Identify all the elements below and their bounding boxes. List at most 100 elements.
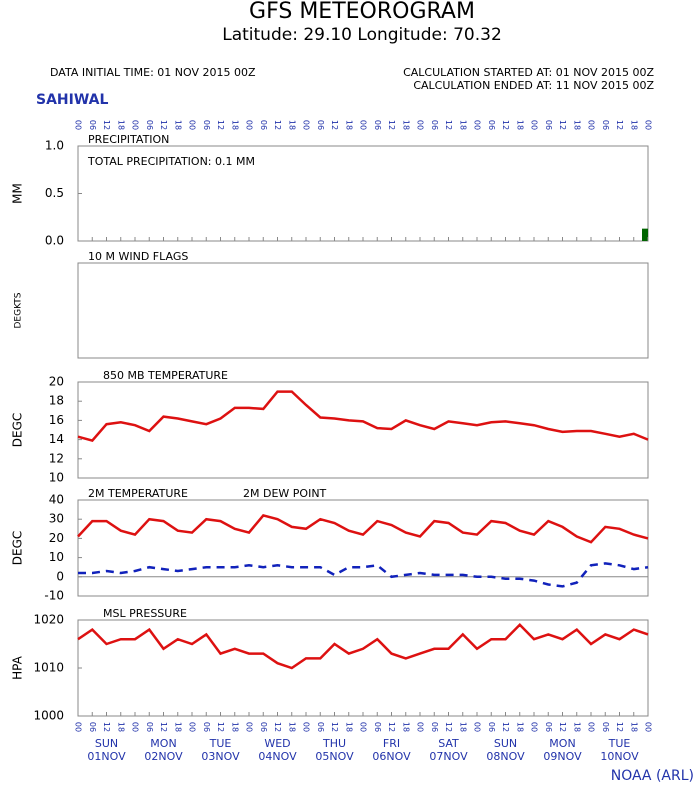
day-date: 03NOV [201,750,240,763]
top-hour-label: 18 [116,120,125,130]
panel-frame [77,499,649,597]
bottom-hour-label: 12 [330,722,339,732]
top-hour-label: 18 [458,120,467,130]
bottom-hour-label: 00 [530,722,539,732]
day-weekday: THU [322,737,346,750]
bottom-hour-label: 12 [273,722,282,732]
panel-frame [77,262,649,359]
bottom-hour-label: 06 [202,722,211,732]
bottom-hour-label: 18 [230,722,239,732]
top-hour-label: 06 [259,120,268,130]
top-hour-label: 12 [558,120,567,130]
subtitle: Latitude: 29.10 Longitude: 70.32 [222,25,502,45]
bottom-hour-label: 00 [416,722,425,732]
top-hour-label: 00 [473,120,482,130]
bottom-hour-label: 06 [88,722,97,732]
series-line [78,562,649,588]
bottom-hour-label: 00 [188,722,197,732]
y-tick-label: 1020 [33,613,64,627]
y-tick-label: 14 [49,432,64,446]
series-line [77,390,649,443]
bottom-hour-label: 12 [102,722,111,732]
bottom-hour-label: 06 [145,722,154,732]
calc-ended: CALCULATION ENDED AT: 11 NOV 2015 00Z [413,79,654,92]
bottom-hour-label: 12 [159,722,168,732]
bottom-hour-label: 00 [473,722,482,732]
y-axis-label: DEGKTS [14,292,24,328]
top-hour-label: 12 [159,120,168,130]
day-weekday: FRI [383,737,400,750]
bottom-hour-label: 06 [601,722,610,732]
y-tick-label: 1010 [33,661,64,675]
top-hour-label: 00 [644,120,653,130]
location: SAHIWAL [36,92,108,108]
day-weekday: SUN [494,737,517,750]
y-axis-label: DEGC [11,531,25,566]
top-hour-label: 06 [487,120,496,130]
day-date: 04NOV [258,750,297,763]
top-hour-label: 06 [316,120,325,130]
top-hour-label: 12 [444,120,453,130]
panel-title: PRECIPITATION [88,133,169,146]
day-date: 10NOV [600,750,639,763]
annotation: TOTAL PRECIPITATION: 0.1 MM [87,155,255,168]
y-tick-label: 20 [49,375,64,389]
bottom-hour-label: 06 [430,722,439,732]
panel-frame [77,381,649,479]
y-axis-label: HPA [11,655,25,679]
panel-frame [77,619,649,717]
bottom-hour-label: 00 [245,722,254,732]
top-hour-label: 18 [629,120,638,130]
bottom-hour-label: 06 [259,722,268,732]
day-weekday: SUN [95,737,118,750]
top-hour-label: 18 [515,120,524,130]
day-weekday: TUE [608,737,631,750]
top-hour-label: 12 [216,120,225,130]
day-date: 01NOV [87,750,126,763]
panel-title: 850 MB TEMPERATURE [103,369,228,382]
series-line [77,513,649,544]
day-date: 07NOV [429,750,468,763]
panel-title: MSL PRESSURE [103,607,187,620]
bottom-hour-label: 18 [344,722,353,732]
top-hour-label: 00 [188,120,197,130]
top-hour-label: 06 [544,120,553,130]
title: GFS METEOROGRAM [249,0,475,24]
bottom-hour-label: 06 [373,722,382,732]
bottom-hour-label: 18 [458,722,467,732]
bottom-hour-label: 18 [401,722,410,732]
y-tick-label: 18 [49,394,64,408]
y-axis-label: DEGC [11,413,25,448]
top-hour-label: 18 [344,120,353,130]
top-hour-label: 18 [572,120,581,130]
bottom-hour-label: 06 [544,722,553,732]
top-hour-label: 12 [102,120,111,130]
bottom-hour-label: 00 [74,722,83,732]
precip-bar [642,228,648,241]
panel-title: 10 M WIND FLAGS [88,250,188,263]
top-hour-label: 06 [430,120,439,130]
bottom-hour-label: 00 [302,722,311,732]
y-tick-label: -10 [44,589,64,603]
calc-started: CALCULATION STARTED AT: 01 NOV 2015 00Z [403,66,654,79]
top-hour-label: 18 [230,120,239,130]
top-hour-label: 12 [330,120,339,130]
day-weekday: WED [264,737,290,750]
y-tick-label: 1000 [33,709,64,723]
y-tick-label: 10 [49,471,64,485]
bottom-hour-label: 18 [515,722,524,732]
top-hour-label: 18 [401,120,410,130]
bottom-hour-label: 00 [131,722,140,732]
y-tick-label: 12 [49,451,64,465]
bottom-hour-label: 12 [387,722,396,732]
y-tick-label: 16 [49,413,64,427]
top-hour-label: 12 [501,120,510,130]
bottom-hour-label: 00 [644,722,653,732]
top-hour-label: 18 [287,120,296,130]
bottom-hour-label: 06 [487,722,496,732]
top-hour-label: 06 [202,120,211,130]
y-axis-label: MM [11,183,25,204]
top-hour-label: 06 [145,120,154,130]
top-hour-label: 00 [302,120,311,130]
